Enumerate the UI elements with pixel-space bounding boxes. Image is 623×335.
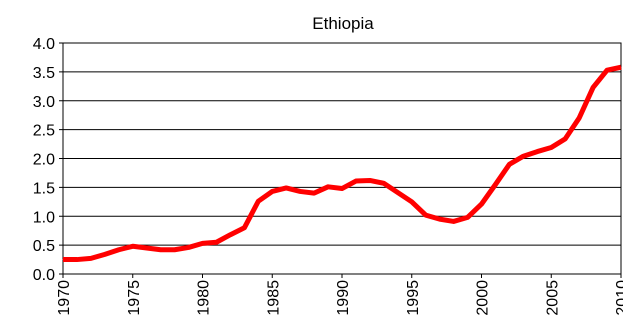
data-point xyxy=(202,242,203,244)
data-point xyxy=(132,245,134,247)
data-point xyxy=(160,249,162,251)
data-point xyxy=(118,249,120,251)
data-point xyxy=(299,190,301,192)
y-tick-label: 1.0 xyxy=(33,209,55,226)
x-tick-label: 1975 xyxy=(126,280,143,316)
data-point xyxy=(271,190,273,192)
x-tick-label: 1970 xyxy=(56,280,73,316)
data-point xyxy=(62,259,64,261)
data-point xyxy=(564,138,566,140)
data-point xyxy=(550,147,552,149)
data-point xyxy=(536,151,538,153)
data-point xyxy=(620,66,622,68)
data-point xyxy=(104,253,106,255)
data-point xyxy=(76,259,78,261)
y-axis: 0.0 0.5 1.0 1.5 2.0 2.5 3.0 3.5 4.0 xyxy=(33,36,63,284)
chart-title: Ethiopia xyxy=(312,14,374,33)
x-tick-label: 1990 xyxy=(335,280,352,316)
x-tick-label: 1980 xyxy=(196,280,213,316)
data-point xyxy=(90,257,92,259)
series-group xyxy=(62,64,622,263)
data-point xyxy=(453,220,455,222)
data-point xyxy=(508,163,510,165)
y-tick-label: 0.0 xyxy=(33,267,55,284)
data-point xyxy=(425,214,427,216)
data-point xyxy=(411,201,413,203)
data-point xyxy=(327,186,329,188)
data-point xyxy=(341,188,343,190)
data-point xyxy=(355,180,357,182)
data-point xyxy=(481,203,482,205)
x-tick-label: 2010 xyxy=(614,280,623,316)
gridlines xyxy=(63,71,621,246)
data-point xyxy=(257,200,259,202)
data-point xyxy=(439,218,441,220)
y-tick-label: 2.5 xyxy=(33,123,55,140)
y-tick-label: 3.5 xyxy=(33,65,55,82)
x-axis: 1970 1975 1980 1985 1990 1995 2000 2005 2010 xyxy=(56,274,623,316)
data-point xyxy=(606,69,608,71)
data-point xyxy=(494,183,496,185)
data-point xyxy=(229,234,231,236)
x-tick-label: 2000 xyxy=(475,280,492,316)
data-point xyxy=(383,182,385,184)
data-point xyxy=(174,249,176,251)
data-point xyxy=(578,117,580,119)
data-point xyxy=(188,246,190,248)
y-tick-label: 0.5 xyxy=(33,238,55,255)
data-point xyxy=(592,86,594,88)
x-tick-label: 1995 xyxy=(405,280,422,316)
data-point xyxy=(397,192,399,194)
data-point xyxy=(243,227,245,229)
x-tick-label: 2005 xyxy=(544,280,561,316)
data-point xyxy=(313,192,315,194)
y-tick-label: 2.0 xyxy=(33,152,55,169)
data-point xyxy=(146,247,148,249)
data-point xyxy=(369,179,371,181)
data-point xyxy=(215,241,217,243)
data-point xyxy=(467,216,469,218)
data-point xyxy=(522,155,524,157)
y-tick-label: 3.0 xyxy=(33,94,55,111)
series-line xyxy=(63,64,622,263)
y-tick-label: 1.5 xyxy=(33,180,55,197)
data-point xyxy=(285,187,287,189)
x-tick-label: 1985 xyxy=(265,280,282,316)
y-tick-label: 4.0 xyxy=(33,36,55,53)
